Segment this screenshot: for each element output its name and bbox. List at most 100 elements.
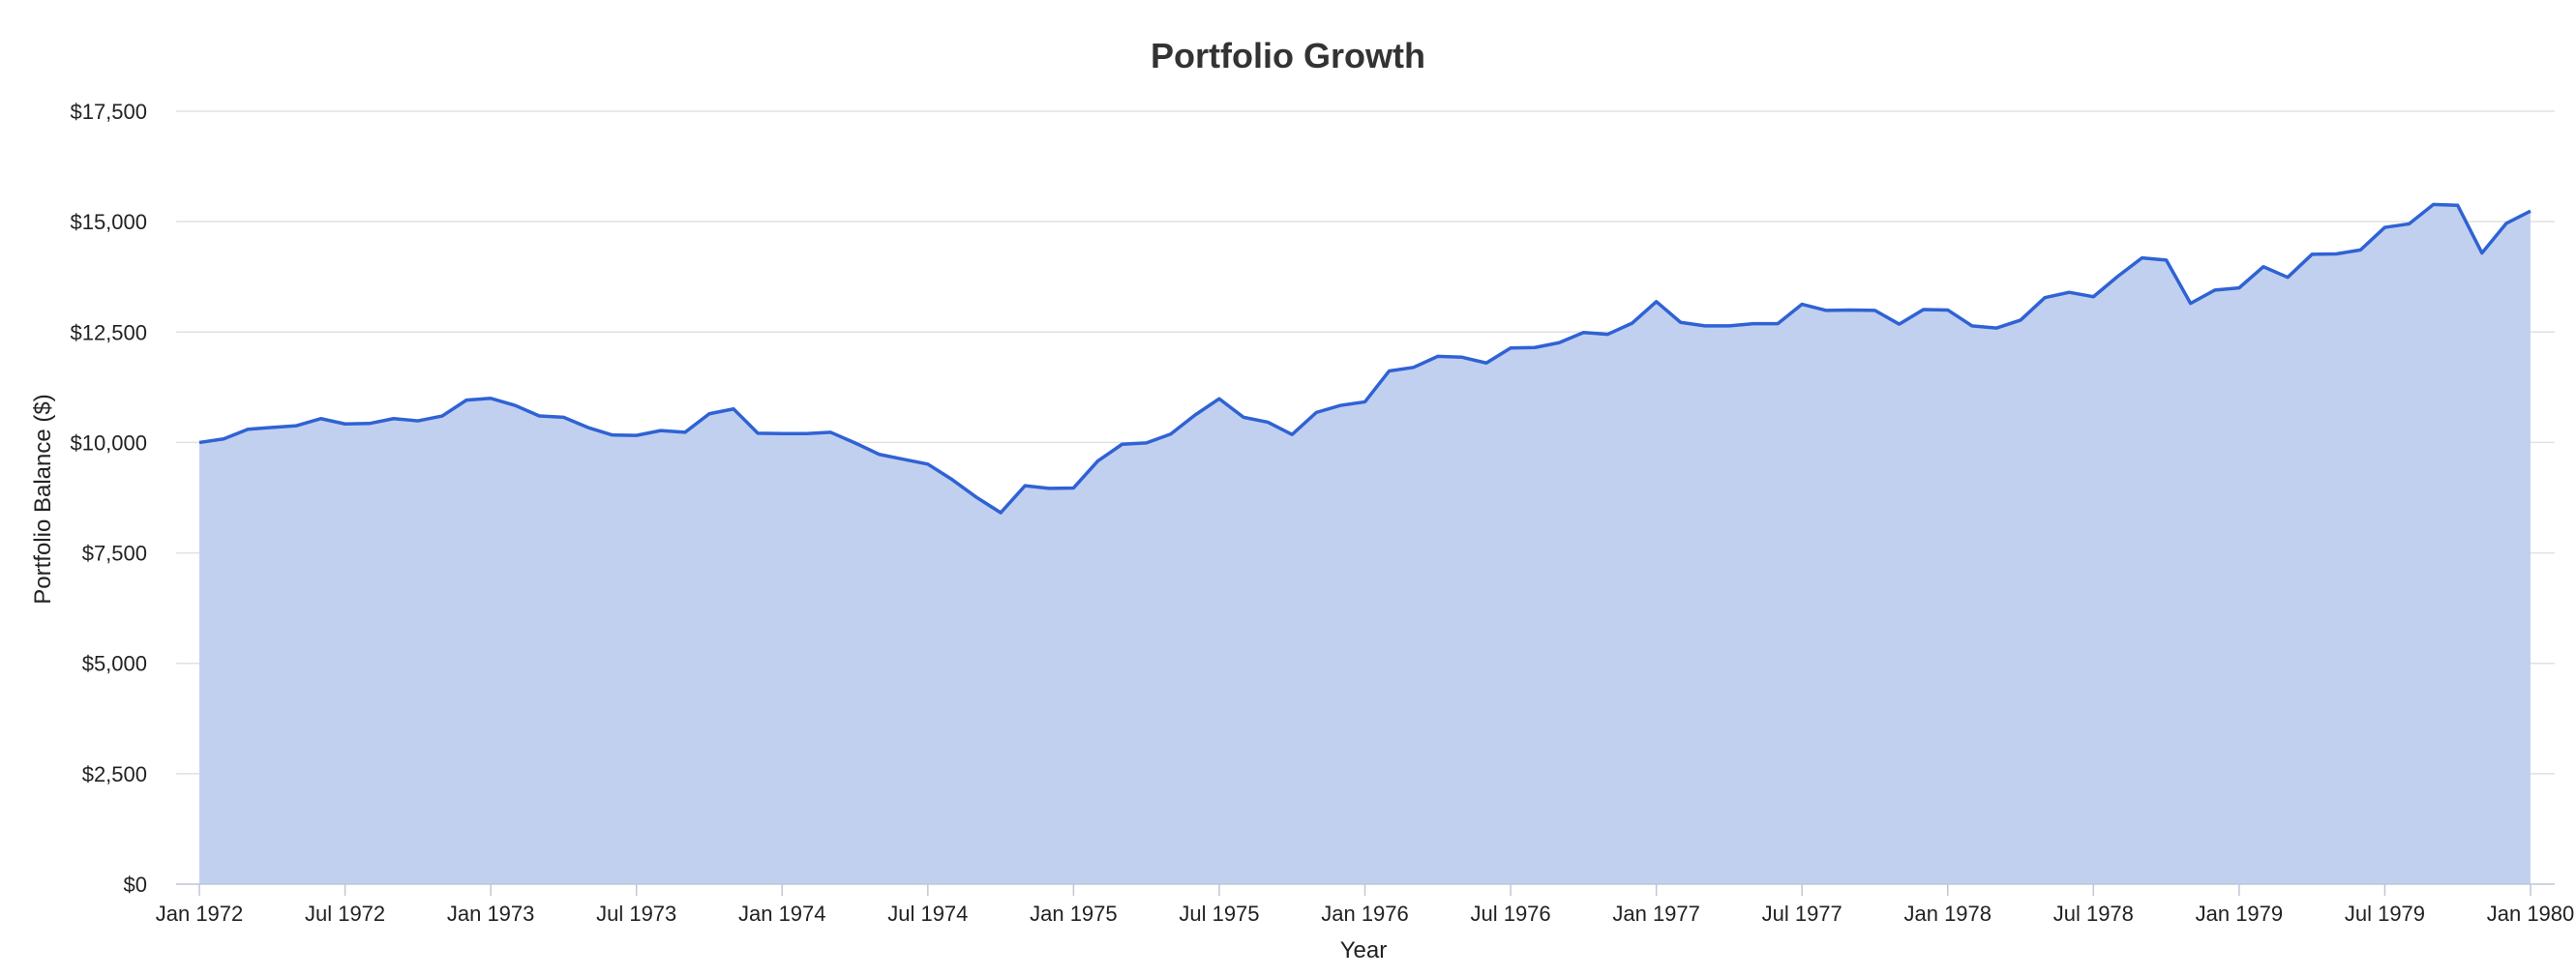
y-tick-label: $2,500 xyxy=(82,762,147,786)
data-point xyxy=(827,429,833,435)
data-point xyxy=(1726,323,1732,329)
data-point xyxy=(1702,323,1708,329)
data-point xyxy=(610,432,615,438)
data-point xyxy=(488,396,494,401)
x-tick-label: Jan 1974 xyxy=(738,902,826,926)
data-point xyxy=(1630,320,1635,326)
data-point xyxy=(1897,321,1902,327)
data-point xyxy=(1483,360,1489,366)
data-point xyxy=(1337,402,1343,408)
data-point xyxy=(925,461,931,467)
data-point xyxy=(1823,308,1829,313)
x-axis-label: Year xyxy=(1340,937,1388,963)
x-axis: Jan 1972 Jul 1972 Jan 1973 Jul 1973 Jan 1974… xyxy=(156,883,2574,926)
data-point xyxy=(901,457,907,462)
y-tick-label: $5,000 xyxy=(82,652,147,676)
data-point xyxy=(2114,274,2120,280)
data-point xyxy=(2431,201,2437,207)
data-point xyxy=(2261,264,2266,270)
data-point xyxy=(1387,368,1393,373)
data-point xyxy=(2333,251,2339,256)
data-point xyxy=(755,430,761,436)
data-point xyxy=(877,452,883,458)
series-line xyxy=(198,202,2531,515)
y-tick-label: $12,500 xyxy=(70,320,147,344)
data-point xyxy=(1435,353,1441,359)
data-point xyxy=(803,430,809,436)
data-point xyxy=(2042,295,2048,301)
data-point xyxy=(2140,255,2145,261)
x-tick-label: Jan 1975 xyxy=(1030,902,1118,926)
data-point xyxy=(1094,459,1100,464)
data-point xyxy=(2188,301,2194,307)
data-point xyxy=(2357,247,2363,252)
data-point xyxy=(1241,414,1246,420)
data-point xyxy=(1070,485,1076,490)
data-point xyxy=(2455,202,2461,208)
data-point xyxy=(343,421,348,427)
y-tick-label: $15,000 xyxy=(70,210,147,234)
data-point xyxy=(1993,325,1999,331)
data-point xyxy=(221,436,226,442)
data-point xyxy=(2090,294,2096,300)
data-point xyxy=(464,398,469,403)
x-tick-label: Jul 1973 xyxy=(596,902,676,926)
data-point xyxy=(439,413,445,419)
data-point xyxy=(1046,486,1052,491)
x-tick-label: Jul 1975 xyxy=(1179,902,1259,926)
data-point xyxy=(998,510,1003,516)
data-point xyxy=(1363,399,1368,404)
data-point xyxy=(2285,275,2291,281)
data-point xyxy=(634,432,640,438)
y-tick-label: $17,500 xyxy=(70,100,147,124)
data-point xyxy=(1168,431,1174,437)
data-point xyxy=(512,402,518,408)
data-point xyxy=(2236,285,2242,291)
data-point xyxy=(367,421,373,427)
data-point xyxy=(1775,321,1781,327)
data-point xyxy=(1411,365,1417,370)
x-tick-label: Jul 1974 xyxy=(887,902,968,926)
data-point xyxy=(415,418,421,424)
data-point xyxy=(1022,483,1028,488)
data-point xyxy=(1120,441,1125,447)
x-tick-label: Jul 1972 xyxy=(305,902,385,926)
y-tick-label: $10,000 xyxy=(70,430,147,455)
data-point xyxy=(1799,302,1805,308)
data-point xyxy=(245,427,251,432)
y-axis-ticks: $0 $2,500 $5,000 $7,500 $10,000 $12,500 $15,00… xyxy=(70,100,147,897)
x-tick-label: Jan 1979 xyxy=(2196,902,2284,926)
data-point xyxy=(1921,307,1927,312)
x-tick-label: Jul 1976 xyxy=(1470,902,1550,926)
data-point xyxy=(1532,344,1538,350)
data-point xyxy=(2479,251,2485,256)
data-point xyxy=(2381,224,2387,230)
data-point xyxy=(1945,307,1951,312)
x-tick-label: Jan 1977 xyxy=(1612,902,1700,926)
data-point xyxy=(1144,440,1150,446)
data-point xyxy=(1289,431,1295,437)
data-point xyxy=(1508,345,1513,351)
data-point xyxy=(1604,332,1610,338)
y-axis-label: Portfolio Balance ($) xyxy=(30,394,56,604)
area-fill xyxy=(199,204,2531,885)
x-tick-label: Jul 1978 xyxy=(2053,902,2134,926)
data-point xyxy=(1872,308,1877,313)
data-point xyxy=(2066,289,2072,295)
data-point xyxy=(2212,287,2218,293)
data-point xyxy=(658,428,664,433)
data-point xyxy=(536,413,542,419)
data-point xyxy=(1847,307,1853,312)
x-tick-label: Jul 1977 xyxy=(1762,902,1842,926)
chart-title: Portfolio Growth xyxy=(1151,36,1425,75)
data-point xyxy=(973,494,979,500)
y-tick-label: $7,500 xyxy=(82,542,147,566)
data-point xyxy=(1751,321,1756,327)
x-tick-label: Jan 1978 xyxy=(1903,902,1992,926)
data-point xyxy=(560,414,566,420)
data-point xyxy=(853,440,858,446)
data-point xyxy=(706,411,712,417)
data-point xyxy=(682,429,688,435)
y-tick-label: $0 xyxy=(124,873,147,897)
